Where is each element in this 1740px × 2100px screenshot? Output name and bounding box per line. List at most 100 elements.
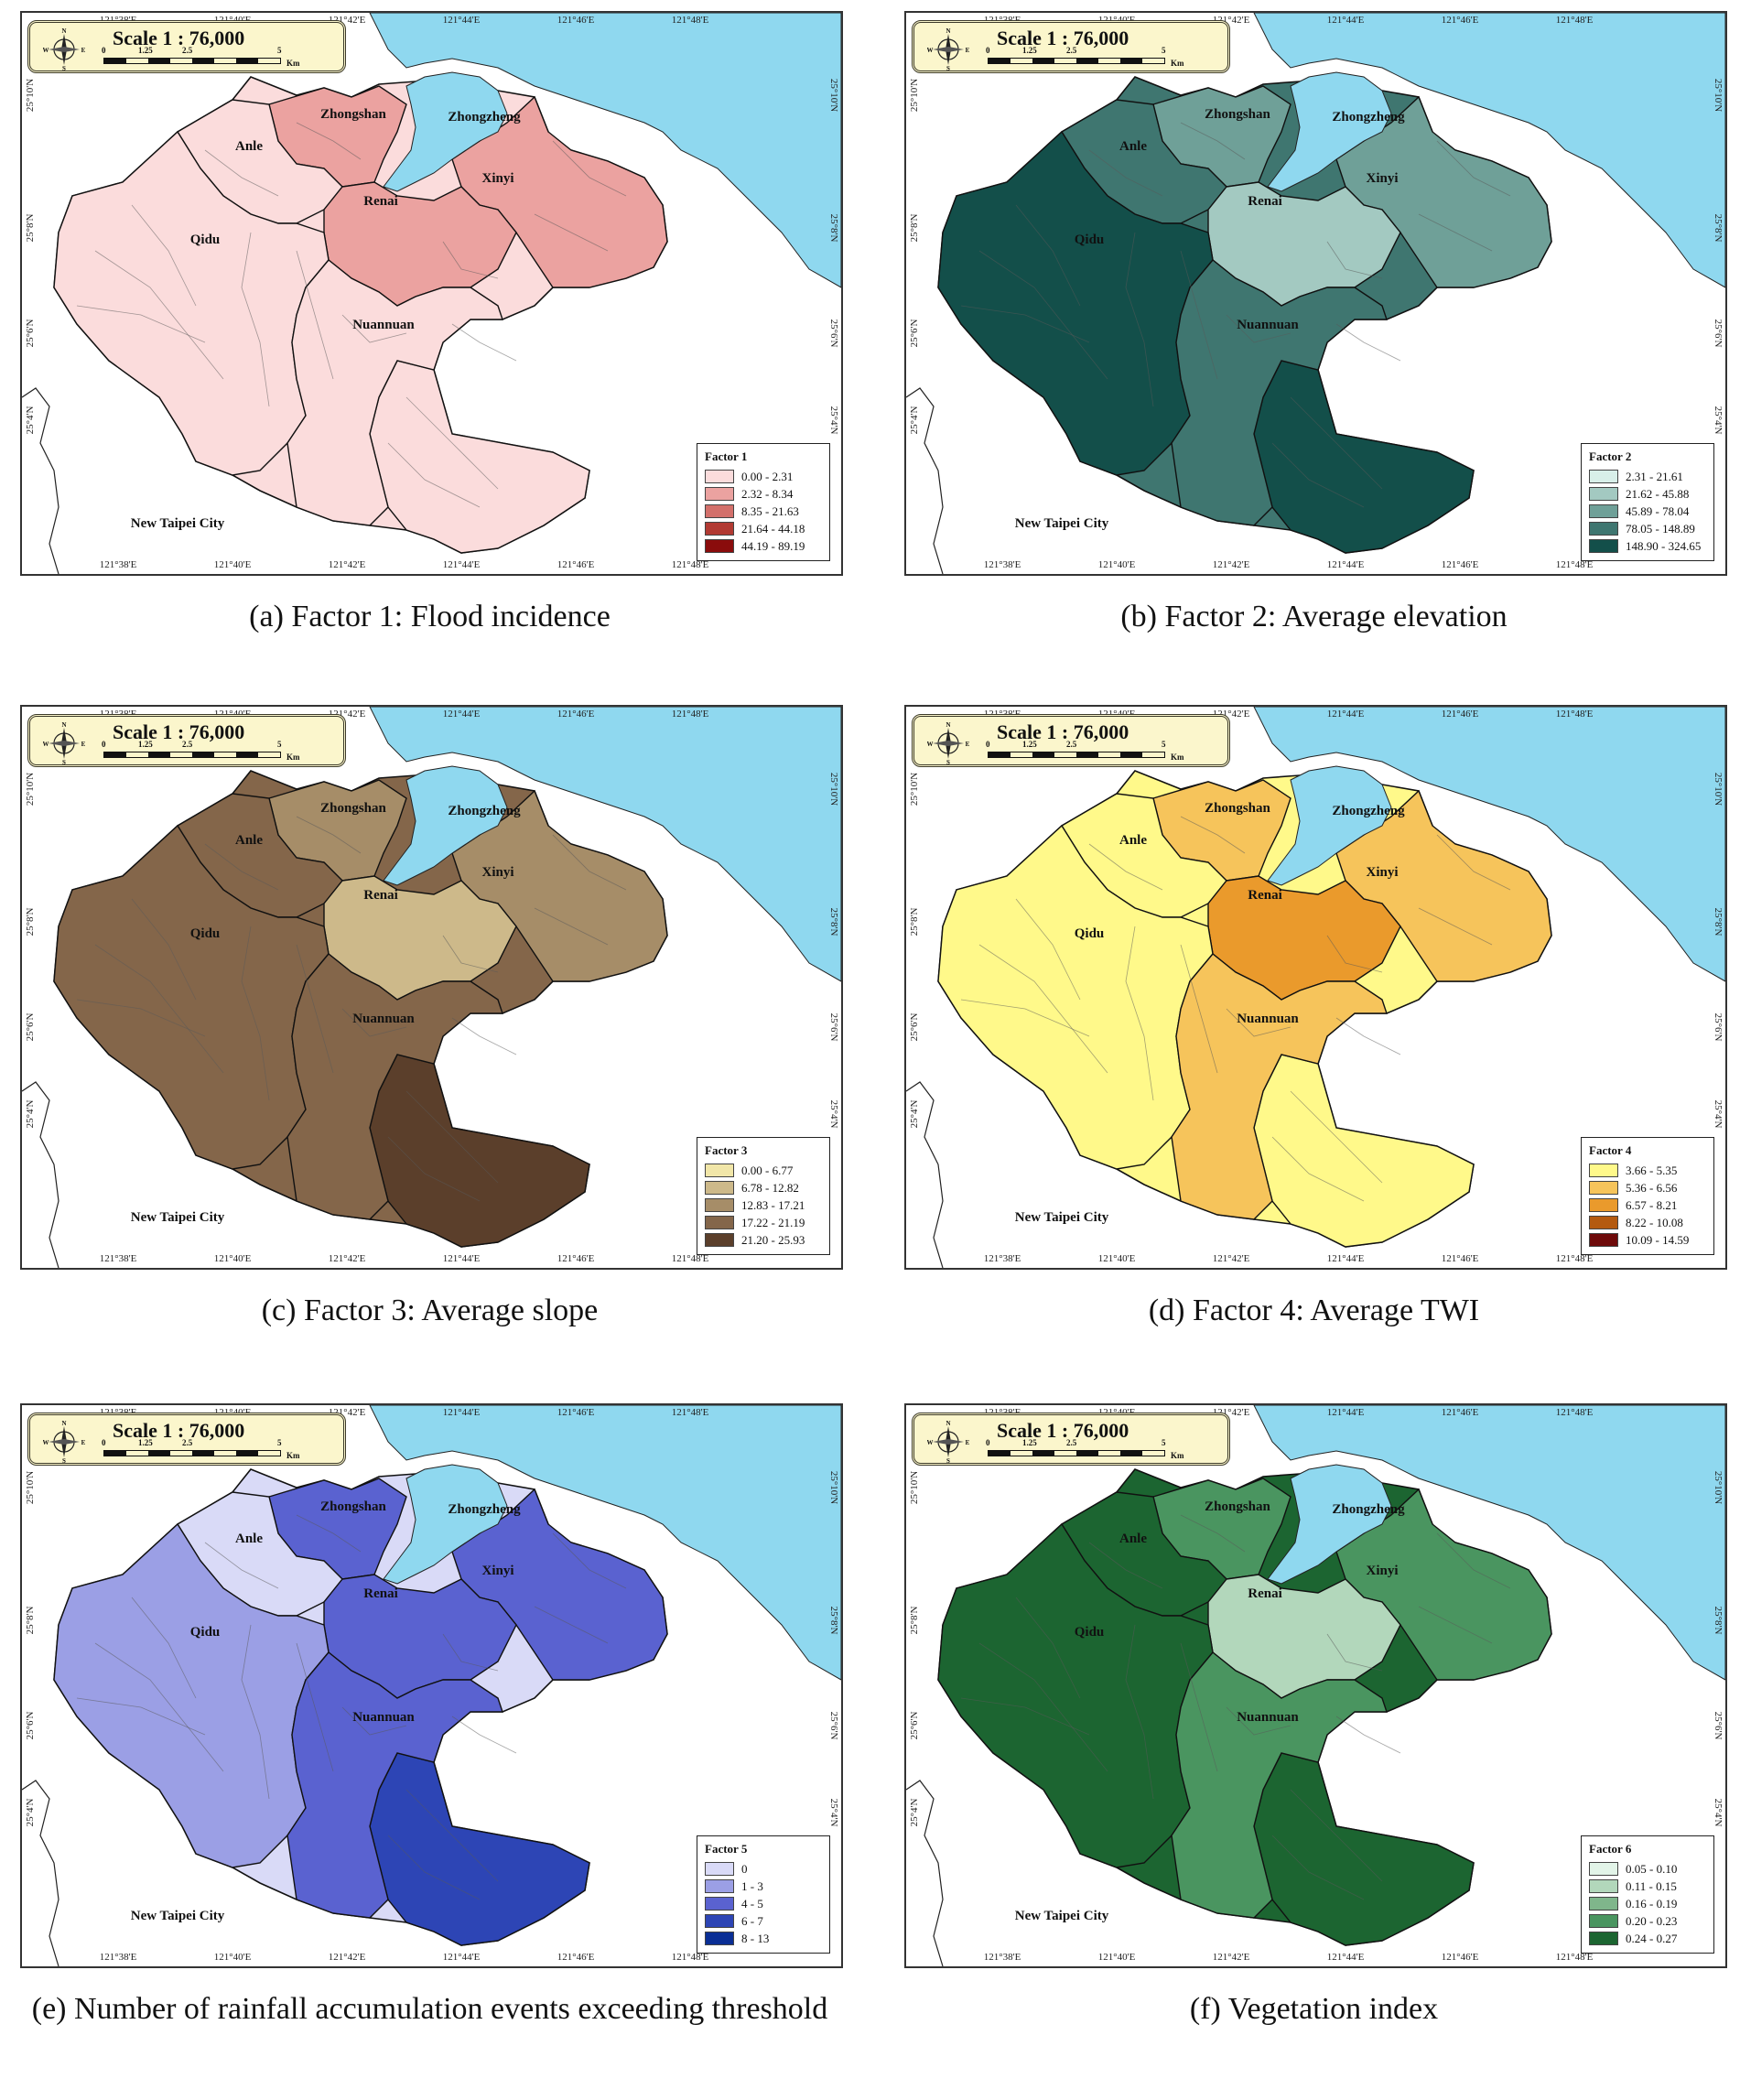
svg-text:S: S xyxy=(62,759,66,764)
keelung-harbor xyxy=(383,1464,508,1585)
district-label-qidu: Qidu xyxy=(1075,926,1105,941)
district-south-mid xyxy=(286,953,503,1220)
legend-swatch xyxy=(1589,1932,1618,1945)
lon-label-top: 121°46'E xyxy=(1442,1407,1479,1418)
neighbourhood-lines xyxy=(76,816,627,1202)
legend-swatch xyxy=(1589,539,1618,553)
lat-label-left: 25°10'N xyxy=(909,79,920,112)
scale-box: N S W E Scale 1 : 76,000 0 1.25 2.5 5 Km xyxy=(912,714,1230,767)
district-label-qidu: Qidu xyxy=(1075,233,1105,247)
legend-label: 148.90 - 324.65 xyxy=(1626,538,1702,553)
legend-label: 0.24 - 0.27 xyxy=(1626,1931,1678,1945)
panel-caption: (a) Factor 1: Flood incidence xyxy=(249,600,611,633)
legend-label: 45.89 - 78.04 xyxy=(1626,503,1690,518)
legend-item: 21.62 - 45.88 xyxy=(1589,485,1706,503)
legend-label: 8.22 - 10.08 xyxy=(1626,1215,1683,1229)
scale-bar xyxy=(103,1450,281,1456)
district-label-zhongshan: Zhongshan xyxy=(1205,1499,1270,1514)
district-label-zhongzheng: Zhongzheng xyxy=(1332,110,1405,124)
neighbor-city-label: New Taipei City xyxy=(131,1210,225,1225)
legend-item: 0.20 - 0.23 xyxy=(1589,1912,1706,1930)
legend-swatch xyxy=(1589,1862,1618,1876)
legend-swatch xyxy=(705,1879,734,1893)
lat-label-right: 25°10'N xyxy=(1713,1471,1724,1504)
lat-label-left: 25°10'N xyxy=(909,773,920,806)
scale-text: Scale 1 : 76,000 xyxy=(113,720,245,743)
lat-label-left: 25°4'N xyxy=(909,1799,920,1827)
legend-label: 6 - 7 xyxy=(741,1913,763,1928)
legend-swatch xyxy=(705,1897,734,1911)
legend-title: Factor 4 xyxy=(1589,1143,1632,1157)
lat-label-left: 25°6'N xyxy=(25,1712,36,1740)
district-label-xinyi: Xinyi xyxy=(1366,171,1398,186)
district-label-xinyi: Xinyi xyxy=(1366,865,1398,880)
lat-label-left: 25°6'N xyxy=(909,319,920,348)
scale-box: N S W E Scale 1 : 76,000 0 1.25 2.5 5 Km xyxy=(27,714,346,767)
legend-item: 5.36 - 6.56 xyxy=(1589,1179,1706,1196)
legend-swatch xyxy=(705,1862,734,1876)
district-label-nuannuan: Nuannuan xyxy=(352,318,415,332)
lon-label-top: 121°46'E xyxy=(557,15,595,26)
choropleth-map: 121°38'E121°38'E121°40'E121°40'E121°42'E… xyxy=(22,1405,841,1966)
district-label-renai: Renai xyxy=(1248,888,1282,903)
lon-label-bottom: 121°40'E xyxy=(214,1952,252,1963)
district-zhongzheng xyxy=(1335,789,1552,982)
legend-swatch xyxy=(1589,1897,1618,1911)
neighbor-city-label: New Taipei City xyxy=(1015,1909,1109,1923)
lon-label-bottom: 121°44'E xyxy=(443,1253,481,1264)
neighbor-city-label: New Taipei City xyxy=(131,1909,225,1923)
svg-text:W: W xyxy=(927,741,934,748)
district-nuannuan xyxy=(369,1054,590,1248)
neighbourhood-lines xyxy=(960,816,1511,1202)
lon-label-bottom: 121°46'E xyxy=(557,1952,595,1963)
legend-title: Factor 5 xyxy=(705,1842,748,1856)
scale-text: Scale 1 : 76,000 xyxy=(997,1419,1129,1442)
legend-title: Factor 2 xyxy=(1589,449,1632,463)
legend-item: 1 - 3 xyxy=(705,1878,822,1895)
legend-item: 78.05 - 148.89 xyxy=(1589,520,1706,537)
lat-label-left: 25°10'N xyxy=(25,79,36,112)
map-frame: 121°38'E121°38'E121°40'E121°40'E121°42'E… xyxy=(20,705,843,1270)
legend-item: 12.83 - 17.21 xyxy=(705,1196,822,1214)
svg-text:E: E xyxy=(966,47,969,54)
legend-swatch xyxy=(1589,1233,1618,1247)
legend-swatch xyxy=(1589,1198,1618,1212)
scale-bar xyxy=(988,752,1165,758)
scale-box: N S W E Scale 1 : 76,000 0 1.25 2.5 5 Km xyxy=(27,1413,346,1466)
legend-label: 8 - 13 xyxy=(741,1931,770,1945)
legend-item: 17.22 - 21.19 xyxy=(705,1214,822,1231)
svg-text:W: W xyxy=(43,47,49,54)
neighbor-city-label: New Taipei City xyxy=(1015,1210,1109,1225)
district-label-zhongzheng: Zhongzheng xyxy=(448,804,521,818)
legend-label: 4 - 5 xyxy=(741,1896,763,1911)
lat-label-right: 25°8'N xyxy=(1713,214,1724,243)
svg-text:S: S xyxy=(946,759,950,764)
svg-text:S: S xyxy=(946,1457,950,1463)
svg-text:S: S xyxy=(62,65,66,70)
lon-label-top: 121°44'E xyxy=(443,1407,481,1418)
legend-label: 0.20 - 0.23 xyxy=(1626,1913,1678,1928)
svg-text:E: E xyxy=(966,1439,969,1446)
lon-label-bottom: 121°40'E xyxy=(1098,1952,1136,1963)
lon-label-bottom: 121°48'E xyxy=(1556,559,1594,570)
lon-label-bottom: 121°44'E xyxy=(443,559,481,570)
lon-label-bottom: 121°44'E xyxy=(1327,1952,1365,1963)
sea-area xyxy=(1253,13,1725,288)
lat-label-left: 25°4'N xyxy=(25,1799,36,1827)
district-nuannuan xyxy=(1253,360,1475,554)
legend-label: 1 - 3 xyxy=(741,1878,763,1893)
legend-item: 0.16 - 0.19 xyxy=(1589,1895,1706,1912)
district-south-mid xyxy=(1171,259,1388,526)
legend-title: Factor 3 xyxy=(705,1143,748,1157)
district-zhongzheng xyxy=(1335,95,1552,288)
legend-title: Factor 6 xyxy=(1589,1842,1632,1856)
compass-rose-icon: N S W E xyxy=(43,722,85,764)
scale-bar xyxy=(988,58,1165,64)
map-legend: Factor 3 0.00 - 6.77 6.78 - 12.82 12.83 - 1… xyxy=(697,1137,830,1255)
district-zhongzheng xyxy=(1335,1488,1552,1681)
lon-label-bottom: 121°38'E xyxy=(100,1952,137,1963)
legend-label: 17.22 - 21.19 xyxy=(741,1215,805,1229)
lon-label-top: 121°48'E xyxy=(672,15,709,26)
legend-item: 0.05 - 0.10 xyxy=(1589,1860,1706,1878)
lon-label-bottom: 121°44'E xyxy=(1327,1253,1365,1264)
